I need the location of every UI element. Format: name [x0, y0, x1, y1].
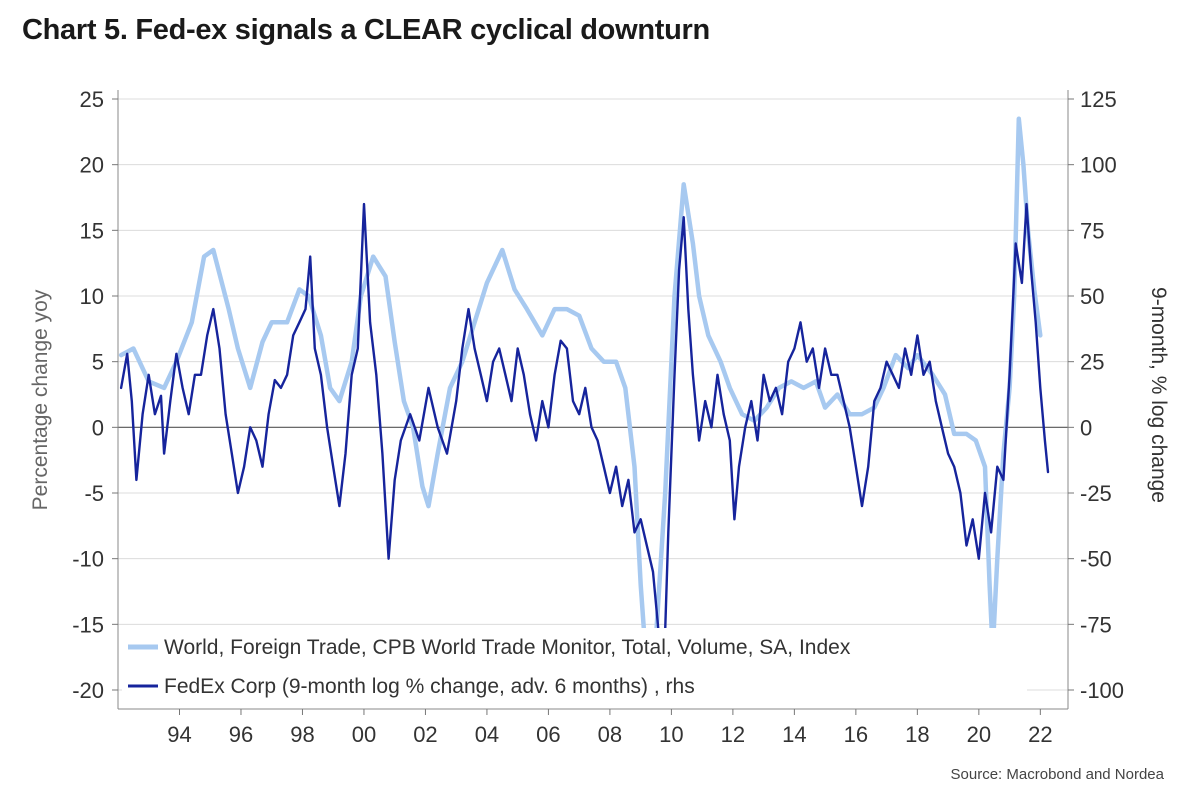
x-tick-label: 10 [659, 722, 683, 747]
left-tick-label: 0 [92, 415, 104, 440]
left-axis-ticks: 25 20 15 10 5 0 -5 -10 -15 -20 [72, 87, 118, 703]
x-tick-label: 22 [1028, 722, 1052, 747]
left-tick-label: -15 [72, 612, 104, 637]
series-fedex-line [119, 202, 1050, 679]
x-tick-label: 14 [782, 722, 806, 747]
axes [117, 90, 1069, 710]
right-tick-label: 25 [1080, 350, 1104, 375]
right-tick-label: -25 [1080, 481, 1112, 506]
left-tick-label: -20 [72, 678, 104, 703]
left-tick-label: 25 [80, 87, 104, 112]
legend: World, Foreign Trade, CPB World Trade Mo… [122, 628, 1027, 706]
right-tick-label: 50 [1080, 284, 1104, 309]
source-note: Source: Macrobond and Nordea [950, 766, 1164, 783]
left-tick-label: 10 [80, 284, 104, 309]
right-tick-label: -50 [1080, 547, 1112, 572]
grid-lines [118, 98, 1068, 691]
x-axis-ticks: 94 96 98 00 02 04 06 08 10 12 14 16 18 20 22 [167, 709, 1053, 747]
right-tick-label: 100 [1080, 153, 1117, 178]
right-axis-ticks: 125 100 75 50 25 0 -25 -50 -75 -100 [1068, 87, 1124, 703]
right-tick-label: 125 [1080, 87, 1117, 112]
series-world-trade-line [118, 116, 1043, 673]
legend-background [122, 628, 1027, 706]
series-group [118, 116, 1050, 679]
right-tick-label: 0 [1080, 415, 1092, 440]
left-tick-label: -5 [84, 481, 104, 506]
left-tick-label: 15 [80, 218, 104, 243]
x-tick-label: 20 [967, 722, 991, 747]
x-tick-label: 96 [229, 722, 253, 747]
chart-title: Chart 5. Fed-ex signals a CLEAR cyclical… [22, 14, 710, 46]
right-axis-label: 9-month, % log change [1147, 287, 1170, 503]
x-tick-label: 98 [290, 722, 314, 747]
left-tick-label: -10 [72, 547, 104, 572]
x-tick-label: 02 [413, 722, 437, 747]
x-tick-label: 18 [905, 722, 929, 747]
left-axis-label: Percentage change yoy [29, 289, 52, 510]
legend-label-world-trade: World, Foreign Trade, CPB World Trade Mo… [164, 636, 851, 659]
x-tick-label: 00 [352, 722, 376, 747]
x-tick-label: 04 [475, 722, 499, 747]
right-tick-label: 75 [1080, 218, 1104, 243]
left-tick-label: 5 [92, 350, 104, 375]
x-tick-label: 94 [167, 722, 191, 747]
x-tick-label: 08 [598, 722, 622, 747]
right-tick-label: -100 [1080, 678, 1124, 703]
x-tick-label: 06 [536, 722, 560, 747]
left-tick-label: 20 [80, 153, 104, 178]
x-tick-label: 16 [844, 722, 868, 747]
right-tick-label: -75 [1080, 612, 1112, 637]
legend-label-fedex: FedEx Corp (9-month log % change, adv. 6… [164, 675, 695, 698]
x-tick-label: 12 [721, 722, 745, 747]
